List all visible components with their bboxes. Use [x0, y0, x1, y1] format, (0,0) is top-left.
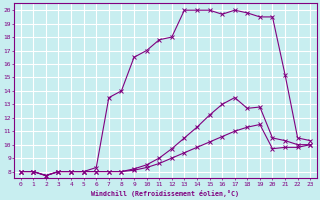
- X-axis label: Windchill (Refroidissement éolien,°C): Windchill (Refroidissement éolien,°C): [92, 190, 239, 197]
